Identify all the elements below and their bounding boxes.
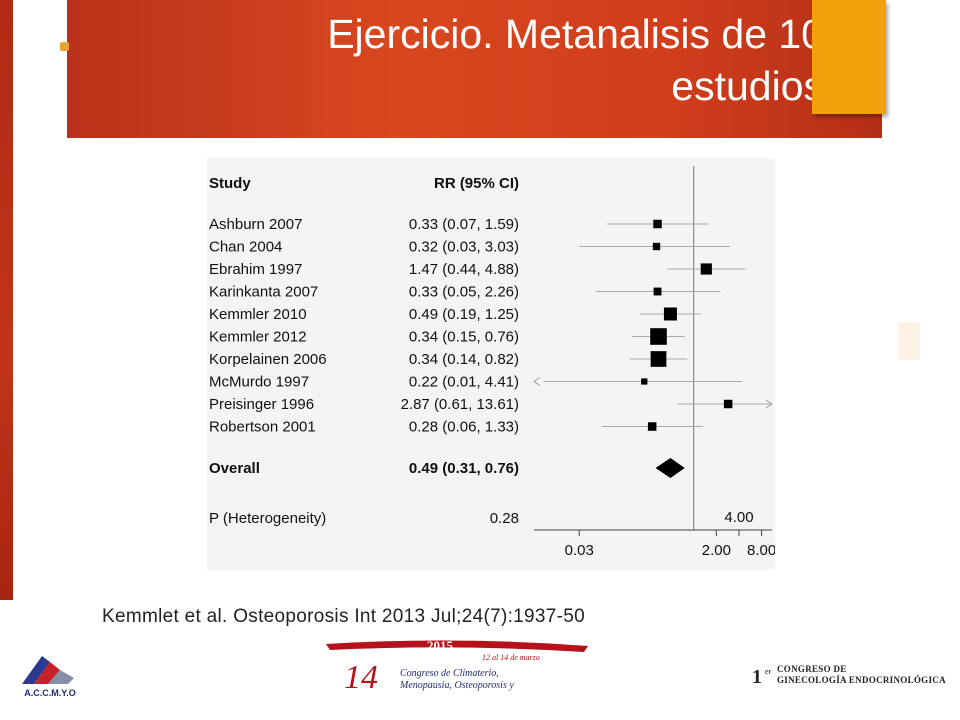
study-rr: 0.33 (0.07, 1.59) xyxy=(409,216,519,233)
congress-year: 2015 xyxy=(427,638,454,653)
header-study: Study xyxy=(209,175,251,192)
x-tick-label: 8.00 xyxy=(747,542,775,559)
point-estimate xyxy=(650,328,667,345)
study-name: Korpelainen 2006 xyxy=(209,351,327,368)
congress-logo: 2015 12 al 14 de marzo 14 Congreso de Cl… xyxy=(322,638,592,710)
overall-diamond xyxy=(655,458,685,478)
congress-line1: Congreso de Climaterio, xyxy=(400,668,499,679)
citation: Kemmlet et al. Osteoporosis Int 2013 Jul… xyxy=(102,606,586,627)
forest-plot: Study RR (95% CI) Ashburn 2007 0.33 (0.07, … xyxy=(207,158,775,570)
overall-label: Overall xyxy=(209,460,260,477)
header-rr: RR (95% CI) xyxy=(434,175,519,192)
x-tick-label: 2.00 xyxy=(702,542,731,559)
study-rr: 0.33 (0.05, 2.26) xyxy=(409,284,519,301)
study-rr: 0.34 (0.15, 0.76) xyxy=(409,329,519,346)
point-estimate xyxy=(641,378,648,385)
decorative-shape xyxy=(898,322,920,360)
point-estimate xyxy=(653,287,662,296)
accmyo-logo-text: A.C.C.M.Y.O xyxy=(24,688,76,698)
study-rr: 0.28 (0.06, 1.33) xyxy=(409,419,519,436)
study-name: Robertson 2001 xyxy=(209,419,316,436)
point-estimate xyxy=(650,351,667,367)
endocrinology-congress-logo: 1 er CONGRESO DE GINECOLOGÍA ENDOCRINOLÓ… xyxy=(752,664,952,694)
title-bullet xyxy=(60,42,69,51)
x-tick-label: 0.03 xyxy=(565,542,594,559)
point-estimate xyxy=(652,242,661,251)
overall-rr: 0.49 (0.31, 0.76) xyxy=(409,460,519,477)
ci-arrow-left xyxy=(533,377,541,386)
study-rr: 0.22 (0.01, 4.41) xyxy=(409,374,519,391)
study-rr: 0.34 (0.14, 0.82) xyxy=(409,351,519,368)
congress-date: 12 al 14 de marzo xyxy=(482,653,540,662)
forest-plot-svg: Study RR (95% CI) Ashburn 2007 0.33 (0.07, … xyxy=(207,158,775,570)
study-name: Ashburn 2007 xyxy=(209,216,302,233)
congress-number: 14 xyxy=(344,659,378,696)
study-name: Kemmler 2012 xyxy=(209,329,307,346)
point-estimate xyxy=(653,219,662,229)
congress-ordinal-suffix: er xyxy=(765,667,772,676)
study-name: Kemmler 2010 xyxy=(209,306,307,323)
congress-line2: Menopausia, Osteoporosis y xyxy=(399,680,514,691)
plot-background xyxy=(207,158,775,570)
accent-square xyxy=(812,0,886,114)
point-estimate xyxy=(647,422,657,431)
study-rr: 1.47 (0.44, 4.88) xyxy=(409,261,519,278)
point-estimate xyxy=(700,263,712,275)
heterogeneity-label: P (Heterogeneity) xyxy=(209,510,326,527)
point-estimate xyxy=(663,307,677,321)
point-estimate xyxy=(723,399,733,409)
title-banner xyxy=(67,0,882,138)
ci-arrow-right xyxy=(765,399,773,409)
congress-ordinal: 1 xyxy=(752,666,762,688)
accmyo-logo: A.C.C.M.Y.O xyxy=(12,644,90,700)
heterogeneity-value: 0.28 xyxy=(490,510,519,527)
congress-name-line2: GINECOLOGÍA ENDOCRINOLÓGICA xyxy=(777,675,946,685)
study-rr: 2.87 (0.61, 13.61) xyxy=(401,396,519,413)
study-name: Chan 2004 xyxy=(209,239,282,256)
x-tick-label: 4.00 xyxy=(724,509,753,526)
study-name: Karinkanta 2007 xyxy=(209,284,318,301)
study-rr: 0.32 (0.03, 3.03) xyxy=(409,239,519,256)
study-name: Ebrahim 1997 xyxy=(209,261,302,278)
study-name: Preisinger 1996 xyxy=(209,396,314,413)
study-name: McMurdo 1997 xyxy=(209,374,309,391)
congress-name-line1: CONGRESO DE xyxy=(777,664,847,674)
slide-title: Ejercicio. Metanalisis de 10 estudios xyxy=(327,11,824,109)
left-accent-bar xyxy=(0,0,13,600)
study-rr: 0.49 (0.19, 1.25) xyxy=(409,306,519,323)
